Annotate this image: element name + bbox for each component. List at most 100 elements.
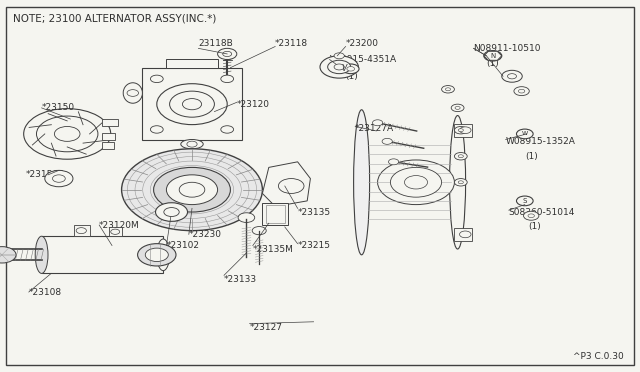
Circle shape: [516, 196, 533, 206]
Circle shape: [404, 176, 428, 189]
Text: *23150B: *23150B: [26, 170, 65, 179]
Circle shape: [508, 74, 516, 79]
Polygon shape: [262, 162, 310, 206]
Circle shape: [221, 126, 234, 133]
Circle shape: [154, 167, 230, 212]
Text: *23127: *23127: [250, 323, 283, 332]
Text: (1): (1): [486, 59, 499, 68]
Text: S08360-51014: S08360-51014: [509, 208, 575, 217]
Circle shape: [454, 126, 467, 134]
Bar: [454, 228, 472, 241]
Bar: [42, 236, 163, 273]
Circle shape: [378, 160, 454, 205]
Circle shape: [252, 227, 266, 235]
Text: NOTE; 23100 ALTERNATOR ASSY(INC.*): NOTE; 23100 ALTERNATOR ASSY(INC.*): [13, 13, 216, 23]
Text: (1): (1): [528, 222, 541, 231]
Text: (1): (1): [346, 72, 358, 81]
Circle shape: [460, 231, 471, 238]
Text: *23108: *23108: [29, 288, 62, 296]
Circle shape: [145, 248, 168, 262]
Circle shape: [455, 106, 460, 109]
Text: V08915-4351A: V08915-4351A: [330, 55, 397, 64]
Text: 23118B: 23118B: [198, 39, 233, 48]
Circle shape: [278, 179, 304, 193]
Bar: [102, 133, 115, 140]
Circle shape: [502, 70, 522, 82]
Circle shape: [45, 170, 73, 187]
Circle shape: [334, 64, 344, 70]
Ellipse shape: [123, 83, 142, 103]
Bar: [454, 124, 472, 137]
Circle shape: [52, 175, 65, 182]
Text: *23135M: *23135M: [253, 245, 294, 254]
Ellipse shape: [35, 236, 48, 273]
Circle shape: [238, 213, 255, 222]
Circle shape: [170, 91, 214, 117]
Text: *23102: *23102: [166, 241, 200, 250]
Circle shape: [157, 84, 227, 125]
Text: V: V: [342, 64, 347, 73]
Text: N: N: [490, 53, 495, 59]
Circle shape: [122, 149, 262, 231]
Circle shape: [150, 75, 163, 83]
Circle shape: [390, 167, 442, 197]
Circle shape: [528, 214, 534, 218]
Circle shape: [451, 104, 464, 112]
Text: *23120: *23120: [237, 100, 270, 109]
Circle shape: [182, 99, 202, 110]
Text: *23127A: *23127A: [355, 124, 394, 133]
Bar: [74, 225, 90, 236]
Bar: [102, 142, 114, 149]
Bar: [266, 205, 285, 223]
Bar: [362, 110, 458, 255]
Text: N08911-10510: N08911-10510: [474, 44, 541, 53]
Text: ^P3 C.0.30: ^P3 C.0.30: [573, 352, 624, 361]
Bar: [109, 227, 122, 236]
Circle shape: [138, 244, 176, 266]
Text: *23215: *23215: [298, 241, 331, 250]
Circle shape: [156, 203, 188, 221]
Circle shape: [524, 211, 539, 220]
Circle shape: [187, 141, 197, 147]
Text: *23200: *23200: [346, 39, 379, 48]
Circle shape: [166, 175, 218, 205]
Circle shape: [388, 159, 399, 165]
Circle shape: [36, 116, 98, 152]
Circle shape: [516, 129, 533, 139]
Circle shape: [382, 138, 392, 144]
Circle shape: [445, 88, 451, 91]
Circle shape: [24, 109, 111, 159]
Text: *23118: *23118: [275, 39, 308, 48]
Text: W08915-1352A: W08915-1352A: [506, 137, 575, 146]
Circle shape: [458, 181, 463, 184]
Circle shape: [54, 126, 80, 141]
Circle shape: [111, 229, 120, 234]
Circle shape: [458, 129, 463, 132]
Circle shape: [0, 247, 16, 263]
Ellipse shape: [449, 116, 466, 249]
Circle shape: [347, 67, 355, 71]
Text: (1): (1): [525, 152, 538, 161]
Text: *23230: *23230: [189, 230, 222, 239]
Circle shape: [218, 48, 237, 60]
Circle shape: [372, 120, 383, 126]
Circle shape: [223, 51, 232, 57]
Text: *23120M: *23120M: [99, 221, 140, 230]
Bar: [142, 68, 241, 141]
Text: *23133: *23133: [224, 275, 257, 283]
Ellipse shape: [181, 140, 204, 149]
Circle shape: [179, 182, 205, 197]
Circle shape: [518, 89, 525, 93]
Text: *23150: *23150: [42, 103, 75, 112]
Text: *23135: *23135: [298, 208, 331, 217]
Text: S: S: [523, 198, 527, 204]
Bar: [102, 119, 118, 126]
Circle shape: [76, 228, 86, 234]
Circle shape: [164, 208, 179, 217]
Circle shape: [127, 90, 138, 96]
Text: W: W: [522, 131, 528, 137]
Circle shape: [484, 51, 502, 61]
Ellipse shape: [157, 239, 170, 271]
Circle shape: [150, 126, 163, 133]
Circle shape: [454, 153, 467, 160]
